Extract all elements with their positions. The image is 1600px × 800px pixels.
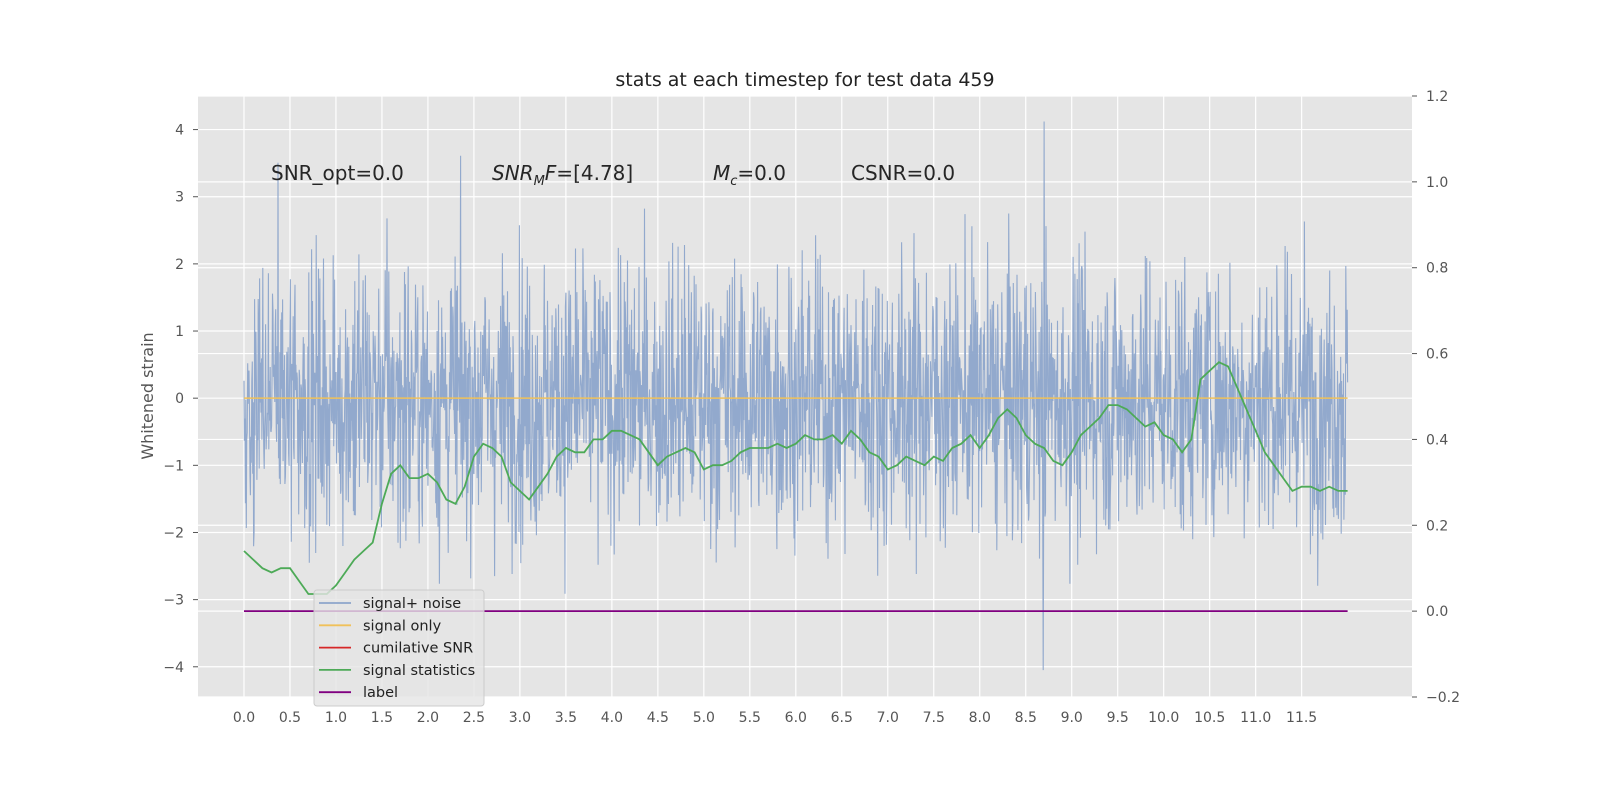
- x-tick-label: 3.5: [555, 710, 577, 726]
- y-tick-label: −4: [163, 660, 184, 676]
- y2-tick-label: 1.0: [1426, 175, 1448, 191]
- x-tick-label: 3.0: [509, 710, 531, 726]
- y-tick-label: 4: [175, 123, 184, 139]
- annotation-snr-mf-value: [4.78]: [573, 161, 633, 185]
- annotation-mc-value: =0.0: [737, 161, 786, 185]
- x-tick-label: 7.5: [923, 710, 945, 726]
- axes: 0.0 0.5 1.0 1.5 2.0 2.5 3.0 3.5 4.0 4.5 5.0 5.5 6.0 6…: [163, 89, 1460, 726]
- x-tick-label: 6.0: [785, 710, 807, 726]
- x-tick-label: 0.0: [233, 710, 255, 726]
- x-tick-label: 10.5: [1194, 710, 1225, 726]
- annotation-mc: Mc=0.0: [713, 161, 786, 189]
- y2-tick-label: 0.8: [1426, 261, 1448, 277]
- annotation-snr-opt: SNR_opt=0.0: [271, 161, 404, 185]
- annotations: SNR_opt=0.0 SNRMF=[4.78] Mc=0.0 CSNR=0.0: [271, 161, 955, 189]
- x-tick-label: 1.5: [371, 710, 393, 726]
- x-tick-label: 9.0: [1061, 710, 1083, 726]
- y-axis-label: Whitened strain: [138, 332, 157, 459]
- y-tick-label: 0: [175, 391, 184, 407]
- y-tick-label: 2: [175, 257, 184, 273]
- x-tick-label: 6.5: [831, 710, 853, 726]
- annotation-csnr: CSNR=0.0: [851, 161, 955, 185]
- x-tick-label: 5.0: [693, 710, 715, 726]
- series-signal-statistics: [243, 361, 1348, 595]
- legend-label: label: [363, 685, 398, 701]
- x-tick-label: 4.5: [647, 710, 669, 726]
- y2-tick-label: −0.2: [1426, 690, 1460, 706]
- x-tick-label: 10.0: [1148, 710, 1179, 726]
- x-tick-label: 5.5: [739, 710, 761, 726]
- x-tick-label: 11.5: [1286, 710, 1317, 726]
- x-tick-label: 8.0: [969, 710, 991, 726]
- x-tick-label: 4.0: [601, 710, 623, 726]
- y-tick-label: −3: [163, 593, 184, 609]
- y2-tick-label: 0.6: [1426, 347, 1448, 363]
- y2-tick-label: 0.0: [1426, 604, 1448, 620]
- x-tick-label: 11.0: [1240, 710, 1271, 726]
- y-tick-label: 1: [175, 324, 184, 340]
- signal-noise-series: [243, 121, 1349, 671]
- y-tick-label: −2: [163, 525, 184, 541]
- x-tick-label: 8.5: [1015, 710, 1037, 726]
- y-tick-label: −1: [163, 458, 184, 474]
- y2-tick-label: 0.4: [1426, 432, 1448, 448]
- y2-tick-label: 0.2: [1426, 518, 1448, 534]
- legend-label: signal+ noise: [363, 596, 461, 612]
- x-tick-label: 1.0: [325, 710, 347, 726]
- legend[interactable]: signal+ noise signal only cumilative SNR si…: [313, 589, 485, 707]
- y2-tick-label: 1.2: [1426, 89, 1448, 105]
- legend-items: signal+ noise signal only cumilative SNR si…: [319, 596, 475, 701]
- x-tick-label: 2.5: [463, 710, 485, 726]
- annotation-snr-mf: SNRMF=[4.78]: [492, 161, 633, 189]
- x-tick-label: 0.5: [279, 710, 301, 726]
- chart-title: stats at each timestep for test data 459: [615, 69, 994, 91]
- legend-label: signal statistics: [363, 663, 475, 679]
- legend-box: [313, 589, 485, 707]
- x-tick-label: 7.0: [877, 710, 899, 726]
- legend-label: cumilative SNR: [363, 641, 473, 657]
- legend-label: signal only: [363, 618, 442, 634]
- y-tick-label: 3: [175, 190, 184, 206]
- x-tick-label: 2.0: [417, 710, 439, 726]
- series-signal-noise: [243, 121, 1349, 671]
- x-tick-label: 9.5: [1107, 710, 1129, 726]
